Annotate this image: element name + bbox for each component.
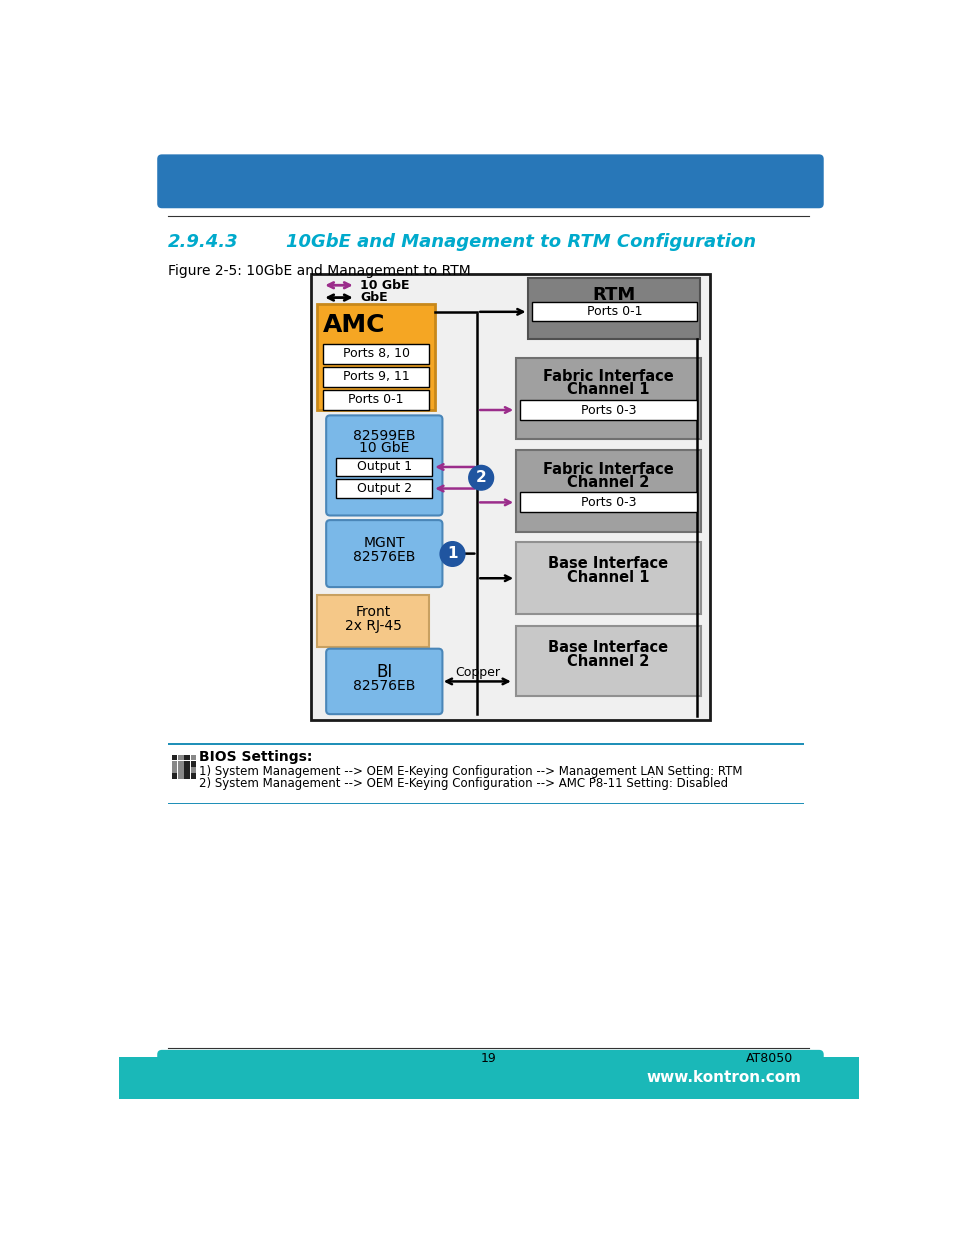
Text: AT8050: AT8050 [745, 1052, 793, 1065]
Text: Ports 0-3: Ports 0-3 [580, 404, 636, 416]
Text: Figure 2-5: 10GbE and Management to RTM: Figure 2-5: 10GbE and Management to RTM [168, 264, 471, 278]
Text: Ports 9, 11: Ports 9, 11 [342, 370, 409, 383]
Circle shape [439, 542, 464, 567]
Bar [168, 743, 802, 745]
Bar [172, 761, 177, 767]
Circle shape [468, 466, 493, 490]
FancyBboxPatch shape [326, 648, 442, 714]
Text: AMC: AMC [323, 314, 385, 337]
Bar [519, 400, 696, 420]
Bar [172, 755, 177, 761]
Text: Base Interface: Base Interface [548, 640, 668, 655]
Text: RTM: RTM [592, 285, 636, 304]
Text: BIOS Settings:: BIOS Settings: [199, 751, 313, 764]
Bar [191, 761, 195, 767]
Text: 82576EB: 82576EB [353, 550, 416, 564]
Text: www.kontron.com: www.kontron.com [645, 1070, 801, 1086]
Bar [532, 303, 696, 321]
Text: Output 2: Output 2 [356, 482, 412, 495]
Bar [316, 304, 435, 410]
Text: 2x RJ-45: 2x RJ-45 [344, 619, 401, 632]
Text: Ports 0-1: Ports 0-1 [348, 394, 403, 406]
Bar [178, 767, 183, 773]
Text: Ports 0-3: Ports 0-3 [580, 496, 636, 509]
Bar [191, 773, 195, 779]
Text: 10 GbE: 10 GbE [360, 279, 410, 291]
Text: 82576EB: 82576EB [353, 679, 416, 693]
Text: Base Interface: Base Interface [548, 557, 668, 572]
Bar [184, 773, 190, 779]
Text: MGNT: MGNT [363, 536, 405, 551]
FancyBboxPatch shape [326, 415, 442, 515]
Text: Channel 1: Channel 1 [566, 383, 649, 398]
Text: Channel 2: Channel 2 [566, 653, 649, 668]
Bar [311, 274, 709, 720]
FancyBboxPatch shape [326, 520, 442, 587]
Text: Ports 8, 10: Ports 8, 10 [342, 347, 409, 361]
Bar [323, 343, 429, 364]
Bar [168, 803, 802, 804]
Bar [184, 755, 190, 761]
Bar [335, 458, 432, 477]
Bar [519, 493, 696, 513]
Text: 2: 2 [476, 471, 486, 485]
Bar [516, 542, 700, 614]
Text: Channel 2: Channel 2 [566, 475, 649, 490]
Bar [178, 755, 183, 761]
Bar [119, 1057, 858, 1099]
Text: Output 1: Output 1 [356, 461, 412, 473]
Bar [178, 761, 183, 767]
Bar [528, 278, 700, 340]
Text: 10GbE and Management to RTM Configuration: 10GbE and Management to RTM Configuratio… [286, 233, 755, 251]
FancyBboxPatch shape [157, 154, 822, 209]
Bar [323, 390, 429, 410]
Bar [172, 773, 177, 779]
Text: 82599EB: 82599EB [353, 430, 416, 443]
Bar [323, 367, 429, 387]
Text: Front: Front [355, 605, 391, 619]
Text: Fabric Interface: Fabric Interface [542, 462, 673, 477]
Bar [516, 358, 700, 440]
Bar [316, 595, 429, 647]
Text: GbE: GbE [360, 291, 388, 304]
Bar [184, 761, 190, 767]
Bar [335, 479, 432, 498]
Text: BI: BI [375, 663, 392, 680]
Text: 2.9.4.3: 2.9.4.3 [168, 233, 238, 251]
Bar [191, 767, 195, 773]
Text: 2) System Management --> OEM E-Keying Configuration --> AMC P8-11 Setting: Disab: 2) System Management --> OEM E-Keying Co… [199, 777, 727, 790]
Bar [516, 626, 700, 697]
Bar [184, 767, 190, 773]
Text: Copper: Copper [455, 666, 499, 679]
Text: 1) System Management --> OEM E-Keying Configuration --> Management LAN Setting: : 1) System Management --> OEM E-Keying Co… [199, 764, 741, 778]
Text: 1: 1 [447, 547, 457, 562]
Text: Channel 1: Channel 1 [566, 571, 649, 585]
Text: 19: 19 [480, 1052, 497, 1065]
FancyBboxPatch shape [157, 1050, 822, 1104]
Bar [516, 450, 700, 531]
Bar [178, 773, 183, 779]
Text: 10 GbE: 10 GbE [358, 441, 409, 456]
Text: Fabric Interface: Fabric Interface [542, 369, 673, 384]
Bar [172, 767, 177, 773]
Text: Ports 0-1: Ports 0-1 [586, 305, 641, 319]
Bar [191, 755, 195, 761]
